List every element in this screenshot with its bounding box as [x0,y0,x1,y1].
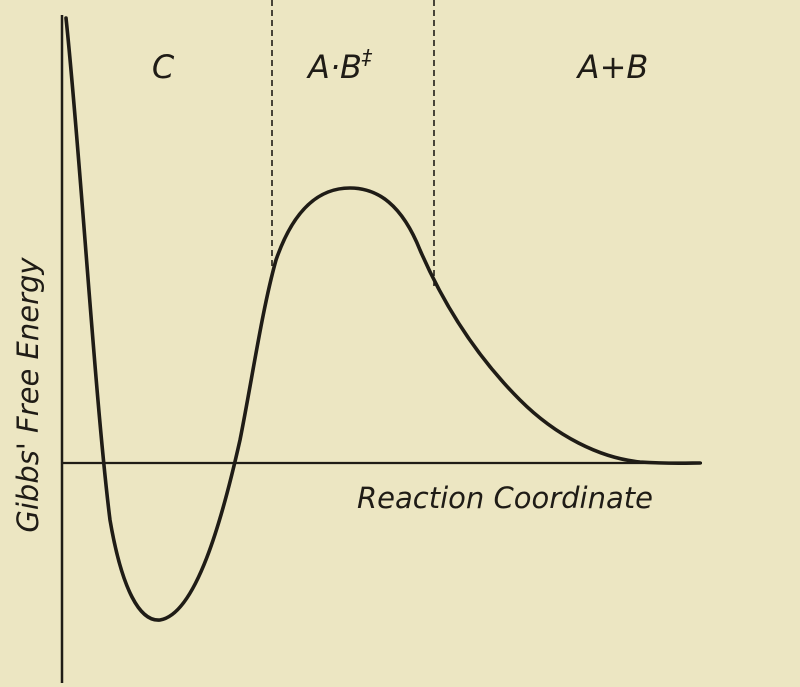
region-label-ab-main: A·B [306,48,362,86]
energy-curve [64,16,702,622]
region-label-ab-superscript: ‡ [361,45,373,69]
region-label-aplusb: A+B [576,48,649,86]
y-axis-label: Gibbs' Free Energy [11,257,45,533]
x-axis-label: Reaction Coordinate [357,481,653,515]
region-label-c: C [152,48,175,86]
region-label-ab: A·B‡ [306,45,373,86]
